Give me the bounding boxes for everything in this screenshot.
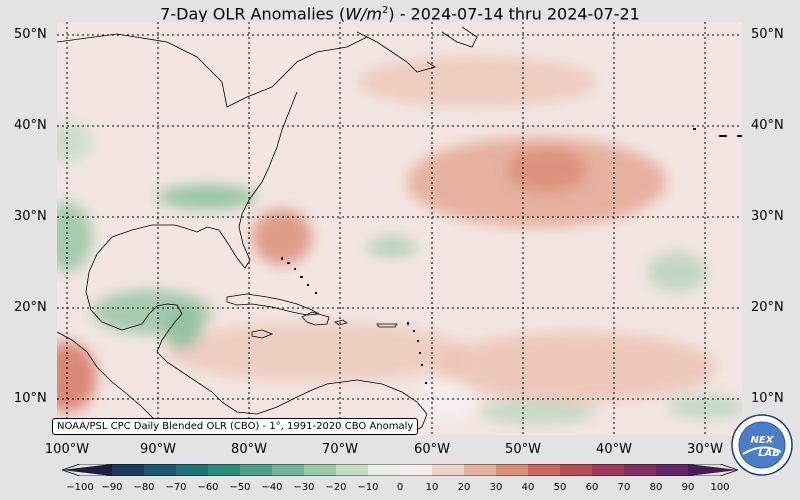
colorbar-segment [496,464,529,476]
colorbar-tick-label: 50 [553,482,567,493]
coastlines [57,26,478,435]
colorbar-segment [144,464,177,476]
colorbar-tick-label: 90 [681,482,695,493]
lon-label-70w: 70°W [322,442,358,457]
colorbar-tick-label: −100 [66,482,94,493]
lon-label-40w: 40°W [596,442,632,457]
colorbar-tick-label: −60 [197,482,219,493]
colorbar-segment [304,464,337,476]
colorbar-segment [272,464,305,476]
colorbar-segment [176,464,209,476]
colorbar-segment [688,464,738,476]
lat-label-20n-right: 20°N [751,300,784,315]
colorbar-tick-label: 40 [521,482,535,493]
lat-label-40n-right: 40°N [751,118,784,133]
colorbar-tick-label: 20 [457,482,471,493]
colorbar-tick-label: −20 [325,482,347,493]
lon-label-50w: 50°W [505,442,541,457]
lat-label-50n-left: 50°N [14,27,47,42]
colorbar-segment [112,464,145,476]
colorbar-tick-label: −30 [293,482,315,493]
lat-label-30n-left: 30°N [14,209,47,224]
colorbar-segment [656,464,689,476]
colorbar-tick-label: −70 [165,482,187,493]
lat-label-50n-right: 50°N [751,27,784,42]
graticule [57,22,742,435]
colorbar-tick-label: 100 [710,482,730,493]
anomaly-field [57,57,742,424]
colorbar-tick-label: 80 [649,482,663,493]
colorbar-segment [624,464,657,476]
islands [281,128,742,384]
colorbar-tick-label: −10 [357,482,379,493]
nexlab-logo: NEX LAB [731,414,793,476]
colorbar-tick-label: 60 [585,482,599,493]
lon-label-80w: 80°W [231,442,267,457]
lon-label-60w: 60°W [414,442,450,457]
svg-text:NEX: NEX [751,435,775,446]
colorbar-segment [208,464,241,476]
map-canvas [57,22,742,435]
lat-label-30n-right: 30°N [751,209,784,224]
olr-anomaly-map [57,22,742,435]
colorbar-segment [336,464,369,476]
colorbar-segment [560,464,593,476]
colorbar-tick-label: 0 [396,482,404,493]
colorbar-segment [432,464,465,476]
colorbar [62,464,738,476]
colorbar-segment [240,464,273,476]
lon-label-100w: 100°W [44,442,90,457]
lat-label-20n-left: 20°N [14,300,47,315]
colorbar-tick-label: 70 [617,482,631,493]
colorbar-tick-label: −80 [133,482,155,493]
colorbar-tick-label: −50 [229,482,251,493]
colorbar-segment [528,464,561,476]
colorbar-tick-label: 10 [425,482,439,493]
colorbar-segment [368,464,401,476]
colorbar-segment [464,464,497,476]
lat-label-40n-left: 40°N [14,118,47,133]
colorbar-segment [592,464,625,476]
page-title: 7-Day OLR Anomalies (W/m2) - 2024-07-14 … [160,4,640,24]
lat-label-10n-left: 10°N [14,391,47,406]
colorbar-segment [62,464,112,476]
colorbar-segment [400,464,433,476]
lon-label-90w: 90°W [140,442,176,457]
data-source-label: NOAA/PSL CPC Daily Blended OLR (CBO) - 1… [52,418,419,435]
svg-text:LAB: LAB [758,448,780,459]
lon-label-30w: 30°W [687,442,723,457]
colorbar-tick-label: 30 [489,482,503,493]
colorbar-tick-label: −90 [101,482,123,493]
lat-label-10n-right: 10°N [751,391,784,406]
colorbar-tick-label: −40 [261,482,283,493]
